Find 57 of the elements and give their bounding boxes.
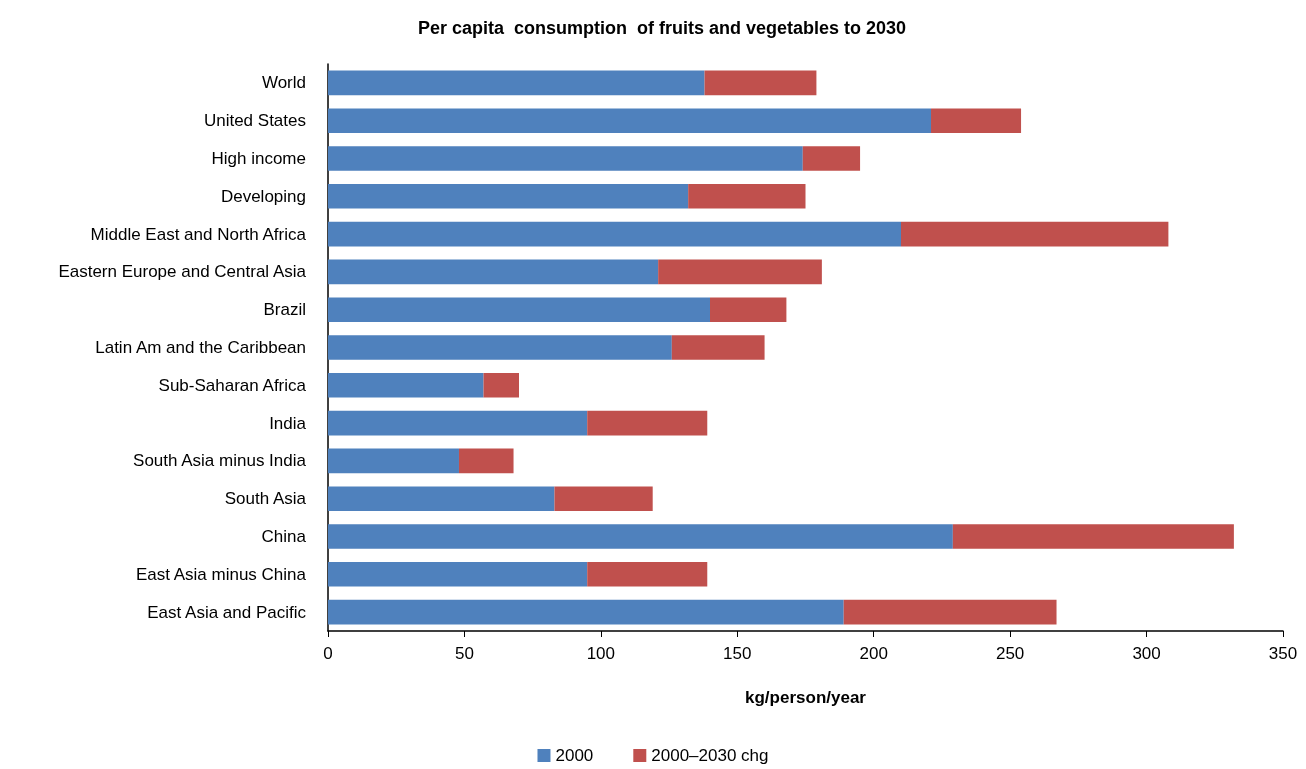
bar bbox=[587, 410, 708, 436]
bar bbox=[952, 524, 1234, 549]
y-tick-label: Sub-Saharan Africa bbox=[158, 375, 307, 395]
bar bbox=[901, 221, 1169, 247]
y-tick-label: Middle East and North Africa bbox=[90, 224, 307, 244]
bar bbox=[328, 524, 953, 549]
bar bbox=[328, 146, 803, 171]
bar bbox=[328, 70, 705, 96]
x-tick-label: 100 bbox=[586, 644, 616, 663]
bar bbox=[328, 184, 689, 209]
bar bbox=[658, 259, 822, 285]
bar bbox=[710, 297, 787, 322]
bar bbox=[328, 335, 672, 360]
bar bbox=[483, 373, 519, 398]
bar bbox=[328, 108, 932, 133]
x-tick-label: 50 bbox=[454, 644, 474, 663]
bar bbox=[554, 486, 653, 511]
bar bbox=[328, 259, 659, 285]
x-axis-title: kg/person/year bbox=[745, 688, 867, 707]
bar bbox=[328, 562, 588, 587]
x-tick-label: 200 bbox=[859, 644, 888, 663]
bar bbox=[671, 335, 765, 360]
y-tick-label: India bbox=[269, 413, 307, 433]
y-tick-label: Latin Am and the Caribbean bbox=[95, 338, 306, 357]
x-tick-label: 250 bbox=[995, 644, 1025, 663]
y-tick-label: Developing bbox=[220, 186, 306, 206]
y-tick-label: South Asia bbox=[224, 489, 307, 509]
bar bbox=[328, 373, 484, 398]
y-tick-label: United States bbox=[203, 111, 306, 131]
bar bbox=[587, 562, 708, 587]
x-tick-label: 150 bbox=[723, 644, 752, 663]
bar bbox=[328, 448, 459, 474]
bar bbox=[688, 184, 806, 209]
bar bbox=[328, 297, 710, 322]
y-tick-label: East Asia and Pacific bbox=[147, 602, 307, 622]
x-tick-label: 350 bbox=[1268, 644, 1298, 663]
y-tick-label: Brazil bbox=[263, 300, 306, 320]
bar bbox=[458, 448, 514, 474]
bar bbox=[802, 146, 861, 171]
legend-label: 2000–2030 chg bbox=[651, 746, 769, 765]
legend-label: 2000 bbox=[555, 746, 594, 765]
bar bbox=[704, 70, 817, 96]
bar bbox=[328, 221, 901, 247]
bar bbox=[843, 599, 1057, 625]
x-tick-label: 300 bbox=[1132, 644, 1161, 663]
bar bbox=[328, 599, 844, 625]
x-tick-label: 0 bbox=[323, 644, 333, 663]
bar bbox=[328, 486, 555, 511]
chart-title: Per capita consumption of fruits and vegetables to 2030 bbox=[417, 18, 907, 38]
y-tick-label: China bbox=[261, 527, 307, 546]
y-tick-label: Eastern Europe and Central Asia bbox=[58, 262, 307, 282]
y-tick-label: South Asia minus India bbox=[133, 451, 307, 471]
y-tick-label: High income bbox=[211, 149, 306, 168]
y-tick-label: World bbox=[261, 73, 306, 93]
bar bbox=[328, 410, 588, 436]
y-tick-label: East Asia minus China bbox=[135, 564, 307, 584]
bar bbox=[931, 108, 1022, 133]
